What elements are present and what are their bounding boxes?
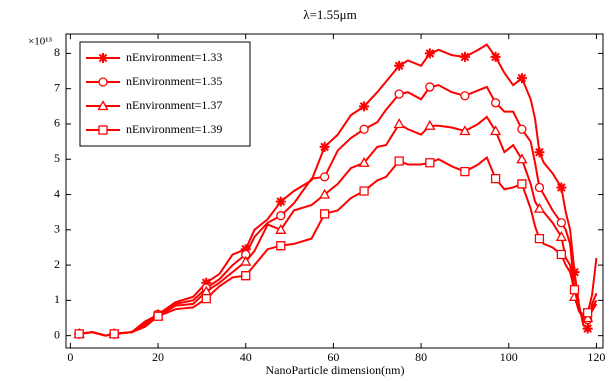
legend-label: nEnvironment=1.39: [126, 122, 222, 136]
y-tick-label: 4: [54, 186, 60, 200]
data-marker: [359, 186, 369, 196]
legend-marker: [98, 53, 108, 63]
chart-title: λ=1.55μm: [303, 7, 356, 22]
data-marker: [319, 209, 330, 219]
data-marker: [555, 231, 567, 242]
data-marker: [319, 172, 330, 182]
x-tick-label: 100: [500, 350, 518, 364]
data-marker: [319, 188, 331, 199]
data-marker: [153, 311, 163, 321]
data-marker: [583, 308, 593, 318]
x-tick-label: 80: [415, 350, 427, 364]
y-tick-label: 3: [54, 222, 60, 236]
data-marker: [460, 166, 470, 177]
x-tick-label: 0: [67, 350, 73, 364]
y-tick-label: 5: [54, 151, 60, 165]
data-marker: [276, 211, 286, 221]
legend-marker: [98, 125, 108, 135]
legend-label: nEnvironment=1.35: [126, 74, 222, 88]
x-tick-label: 60: [327, 350, 339, 364]
data-marker: [359, 124, 369, 134]
data-marker: [109, 329, 119, 339]
data-marker: [582, 323, 593, 334]
data-marker: [359, 101, 370, 112]
y-tick-label: 1: [54, 292, 60, 306]
data-marker: [424, 119, 436, 130]
series-line: [79, 84, 598, 337]
data-marker: [459, 51, 470, 62]
legend-marker: [98, 77, 108, 87]
data-marker: [556, 218, 567, 228]
plot-frame: [65, 33, 604, 349]
x-axis-label: NanoParticle dimension(nm): [266, 363, 405, 377]
data-marker: [201, 293, 211, 304]
data-marker: [319, 141, 330, 152]
data-marker: [241, 271, 251, 281]
data-marker: [275, 223, 287, 234]
data-marker: [534, 233, 545, 244]
data-marker: [276, 241, 286, 251]
data-marker: [516, 153, 528, 164]
data-marker: [534, 147, 545, 158]
data-marker: [201, 277, 212, 288]
data-marker: [516, 73, 527, 84]
x-tick-label: 120: [587, 350, 605, 364]
data-marker: [275, 196, 286, 207]
data-marker: [533, 202, 546, 213]
data-marker: [241, 249, 251, 260]
data-marker: [394, 89, 404, 99]
y-tick-label: 2: [54, 257, 60, 271]
y-tick-label: 6: [54, 116, 60, 130]
x-tick-label: 20: [152, 350, 164, 364]
data-marker: [490, 51, 501, 62]
data-marker: [490, 98, 501, 108]
legend-label: nEnvironment=1.37: [126, 98, 222, 112]
data-marker: [358, 156, 370, 167]
x-tick-label: 40: [240, 350, 252, 364]
data-marker: [460, 91, 470, 101]
legend-box: [79, 41, 251, 147]
series-line: [79, 115, 598, 337]
data-marker: [517, 179, 527, 189]
data-marker: [424, 48, 435, 59]
data-marker: [569, 267, 580, 278]
data-marker: [534, 182, 545, 193]
data-marker: [556, 249, 567, 260]
y-multiplier: ×10¹³: [28, 36, 53, 48]
data-marker: [394, 60, 405, 71]
data-marker: [240, 255, 252, 266]
data-marker: [517, 124, 527, 134]
data-marker: [425, 158, 435, 168]
data-marker: [556, 182, 567, 193]
data-marker: [489, 125, 502, 136]
series-line: [79, 43, 598, 337]
data-marker: [393, 118, 405, 129]
data-marker: [240, 244, 251, 255]
data-marker: [490, 174, 501, 184]
legend-marker: [97, 100, 109, 111]
data-marker: [74, 329, 84, 339]
data-marker: [459, 125, 471, 136]
data-marker: [394, 156, 404, 166]
y-tick-label: 7: [54, 80, 60, 94]
data-marker: [569, 285, 580, 295]
data-marker: [425, 82, 435, 92]
y-tick-label: 0: [54, 327, 60, 341]
y-tick-label: 8: [54, 45, 60, 59]
legend-label: nEnvironment=1.33: [126, 50, 222, 64]
